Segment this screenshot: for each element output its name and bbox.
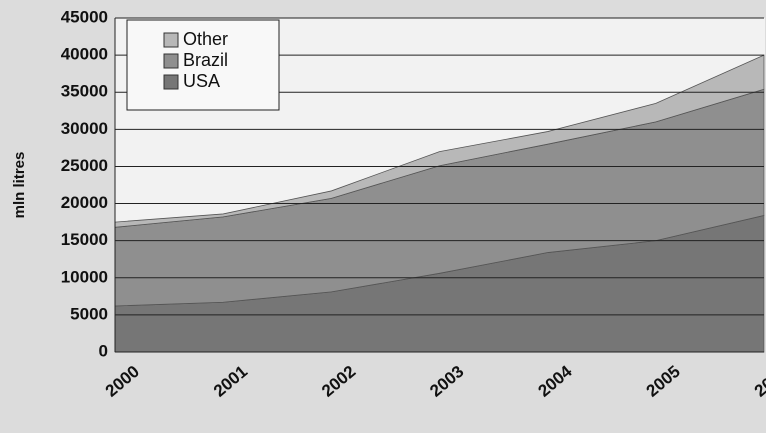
x-tick-group: 2000 bbox=[102, 362, 143, 401]
x-tick-group: 2001 bbox=[210, 362, 251, 401]
x-tick-label: 2006 bbox=[751, 362, 766, 401]
x-tick-label: 2004 bbox=[534, 361, 576, 400]
y-tick-label: 45000 bbox=[61, 7, 108, 26]
y-tick-label: 25000 bbox=[61, 156, 108, 175]
x-tick-label: 2002 bbox=[318, 362, 359, 401]
legend-swatch bbox=[163, 53, 179, 69]
x-tick-group: 2003 bbox=[426, 362, 467, 401]
x-tick-group: 2002 bbox=[318, 362, 359, 401]
y-tick-label: 30000 bbox=[61, 119, 108, 138]
x-tick-group: 2004 bbox=[534, 361, 576, 400]
legend-label: Brazil bbox=[183, 50, 228, 70]
x-tick-label: 2001 bbox=[210, 362, 251, 401]
legend-box bbox=[126, 19, 280, 111]
x-tick-group: 2005 bbox=[643, 362, 684, 401]
x-tick-label: 2005 bbox=[643, 362, 684, 401]
y-tick-label: 20000 bbox=[61, 193, 108, 212]
y-tick-label: 0 bbox=[99, 341, 108, 360]
x-tick-label: 2003 bbox=[426, 362, 467, 401]
legend-swatch bbox=[163, 32, 179, 48]
y-axis-label: mln litres bbox=[11, 152, 28, 219]
y-tick-label: 10000 bbox=[61, 267, 108, 286]
x-tick-group: 2006 bbox=[751, 362, 766, 401]
legend-label: USA bbox=[183, 71, 220, 91]
area bbox=[114, 54, 765, 228]
y-tick-label: 5000 bbox=[70, 304, 108, 323]
legend-swatch bbox=[163, 74, 179, 90]
y-tick-label: 40000 bbox=[61, 45, 108, 64]
y-tick-label: 15000 bbox=[61, 230, 108, 249]
x-tick-label: 2000 bbox=[102, 362, 143, 401]
y-tick-label: 35000 bbox=[61, 82, 108, 101]
legend-label: Other bbox=[183, 29, 228, 49]
